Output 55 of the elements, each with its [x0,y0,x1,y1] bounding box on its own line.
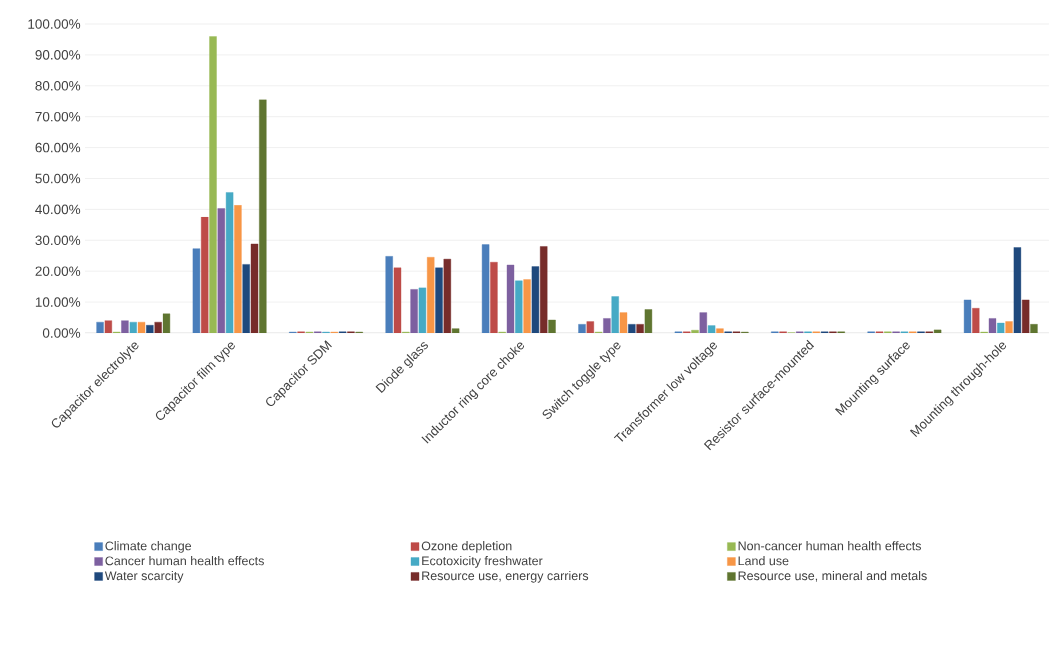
legend-label: Resource use, energy carriers [422,570,589,583]
legend-label: Cancer human health effects [105,556,264,566]
bar [104,320,113,333]
y-tick-label: 80.00% [35,81,81,91]
legend-label: Water scarcity [104,570,184,583]
y-tick-label: 30.00% [35,235,81,246]
bar [707,325,716,333]
bar [201,216,209,333]
bar [586,321,595,333]
bar [418,287,427,333]
y-tick-label: 0.00% [42,328,81,338]
y-tick-label: 70.00% [35,111,81,122]
y-tick-label: 10.00% [35,297,81,307]
bar [129,321,137,333]
legend-label: Ozone depletion [421,541,512,553]
bar [146,325,154,333]
bar [997,322,1005,333]
bar [531,266,540,333]
bar [242,264,250,333]
bar [1013,247,1022,333]
y-tick-label: 50.00% [35,173,81,184]
bar [988,318,997,333]
legend-label: Ecotoxicity freshwater [422,556,543,568]
y-tick-label: 100.00% [28,19,81,29]
bar [699,312,708,333]
y-tick-label: 40.00% [35,204,81,215]
bar [691,330,699,333]
bar [490,262,498,333]
y-tick-label: 90.00% [35,50,81,60]
bar [628,324,636,333]
bar [410,289,418,333]
bar [611,296,619,333]
legend-label: Climate change [105,541,192,553]
legend-label: Resource use, mineral and metals [738,570,927,582]
bar [209,36,217,333]
bar [548,319,556,333]
bar [644,309,653,333]
bar [603,318,611,333]
bar [393,267,402,333]
bar [451,328,460,333]
y-tick-label: 60.00% [35,142,81,153]
bar [435,267,443,333]
bar [217,208,226,333]
legend-label: Land use [738,556,789,566]
bar [515,280,523,333]
bar [972,308,980,333]
bar [259,99,267,333]
legend-label: Non-cancer human health effects [738,541,922,551]
bar [506,264,515,333]
bar [162,313,171,333]
bar [121,320,129,333]
bar [1030,324,1038,333]
bar [225,192,234,333]
y-tick-label: 20.00% [35,266,81,276]
bar [933,329,942,333]
